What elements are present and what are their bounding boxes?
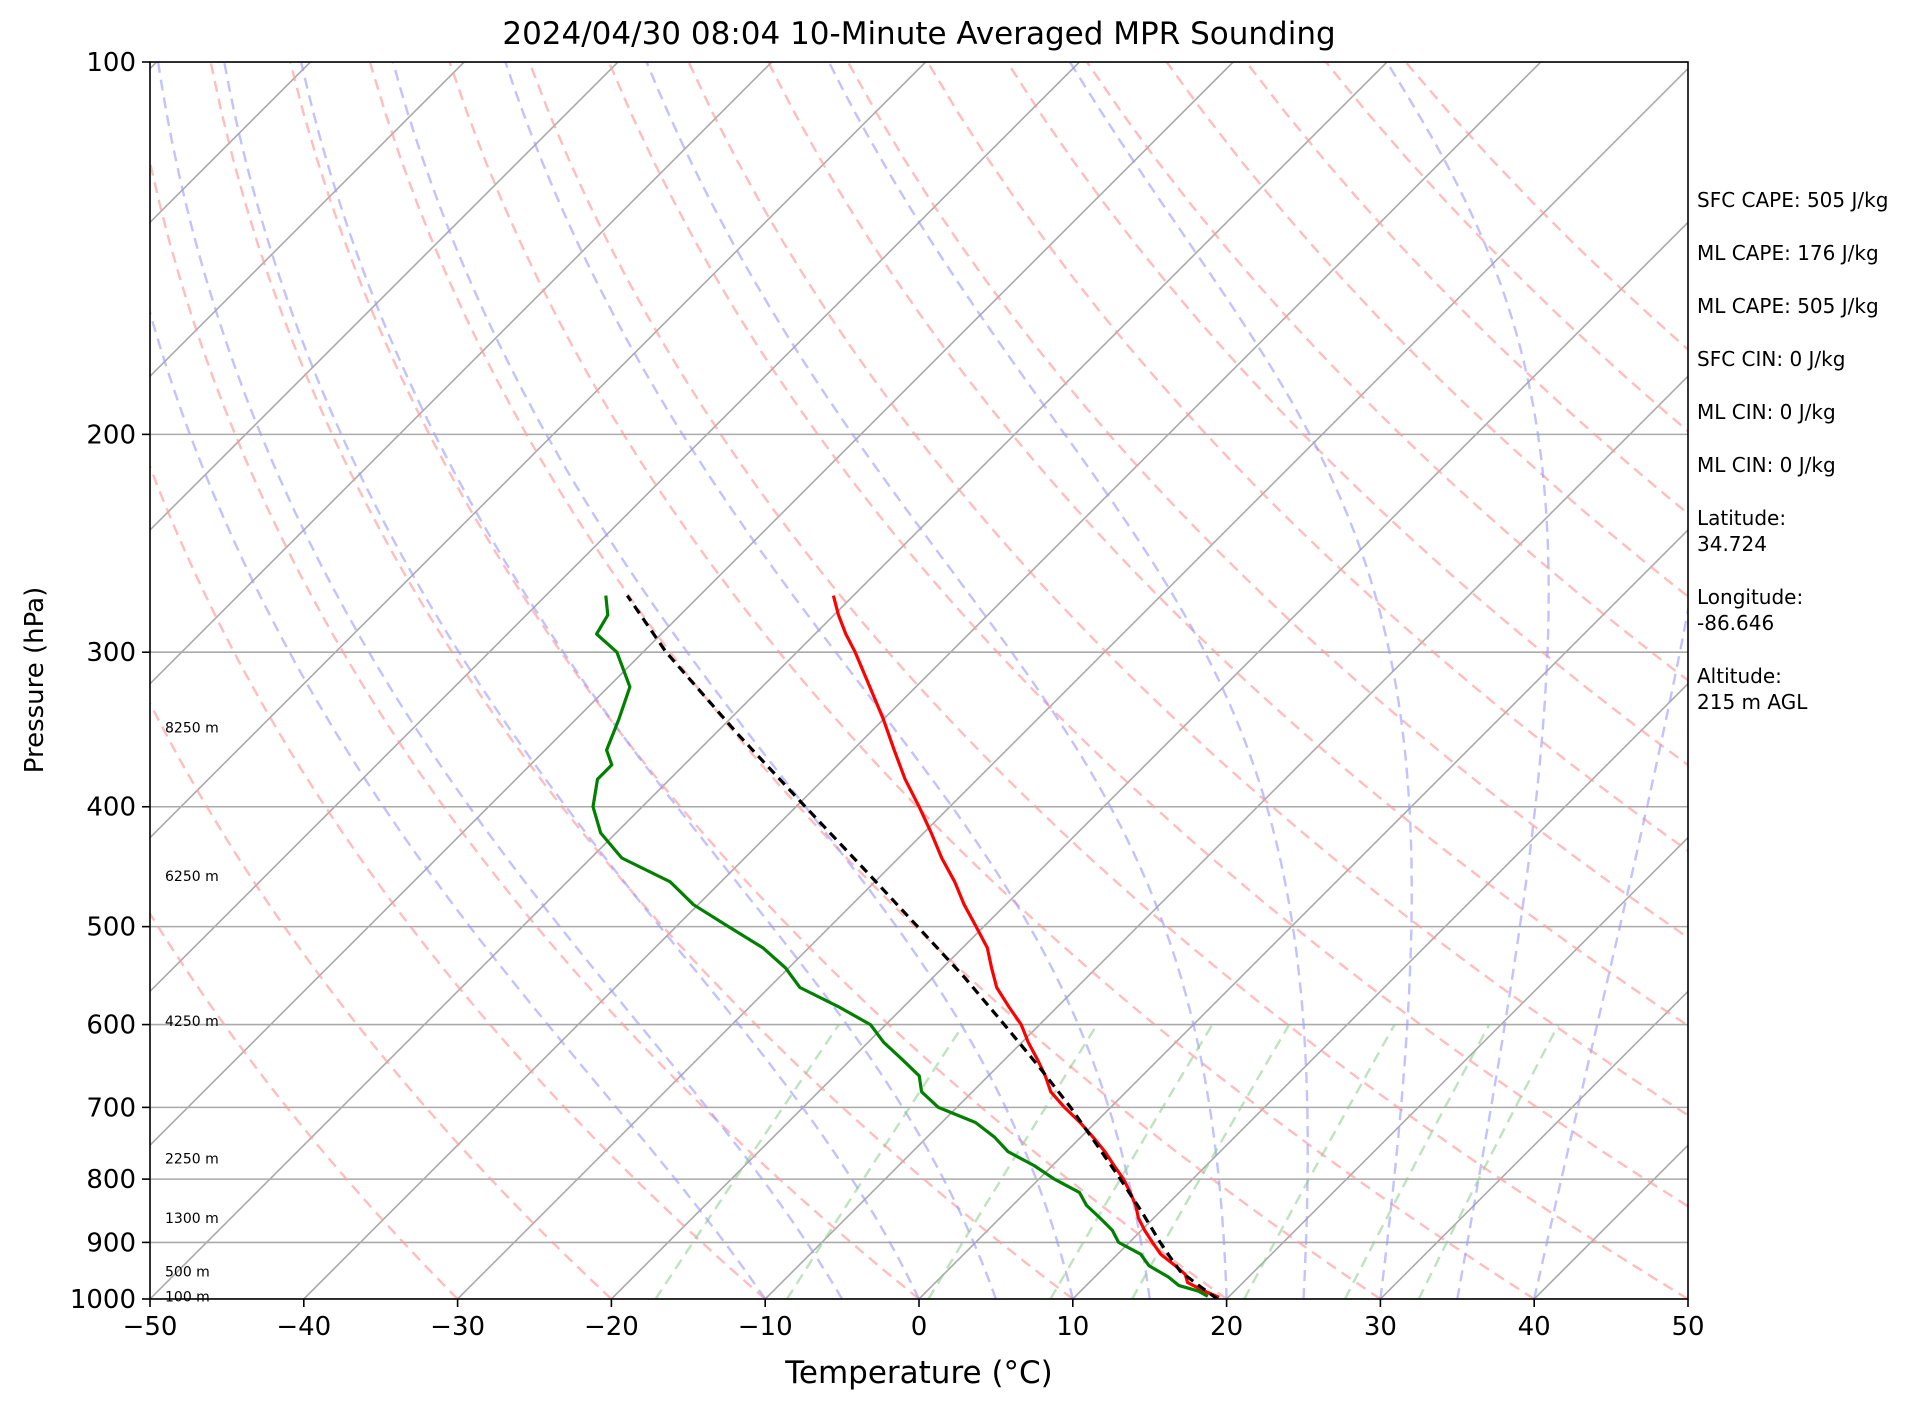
isotherm-line [1226,836,1688,1299]
dry-adiabat-line [150,911,459,1299]
isotherm-line [610,221,1688,1299]
y-tick-label: 400 [86,793,136,823]
isotherm-line [457,67,1688,1299]
axes: 100 m 500 m 1300 m 2250 m 4250 m 6250 m 8250 m… [70,48,1705,1342]
x-tick-label: 10 [1056,1312,1089,1342]
latitude-text: Latitude: 34.724 [1697,506,1787,556]
y-tick-label: 500 [86,913,136,943]
moist-adiabat-line [299,62,998,1299]
height-label: 500 m [165,1264,210,1280]
isotherm-line [150,62,773,685]
mixing-ratio-line [1417,1024,1560,1299]
mixing-ratio-line [654,1023,840,1299]
y-tick-label: 100 [86,48,136,78]
moist-adiabat-line [827,62,1309,1299]
x-tick-label: −50 [123,1312,178,1342]
isotherm-line [150,62,1388,1299]
sounding-indices-panel: SFC CAPE: 505 J/kg ML CAPE: 176 J/kg ML … [1697,187,1917,742]
y-tick-label: 300 [86,638,136,668]
x-axis-label: Temperature (°C) [784,1355,1053,1391]
ml-cin-text-2: ML CIN: 0 J/kg [1697,453,1836,477]
moist-adiabat-line [223,62,921,1299]
isotherm-line [150,62,1234,1147]
chart-title: 2024/04/30 08:04 10-Minute Averaged MPR … [502,16,1335,52]
y-tick-label: 1000 [70,1285,136,1315]
isotherm-line [764,375,1688,1299]
mixing-ratio-line [1343,1024,1491,1299]
x-tick-label: −30 [430,1312,485,1342]
dry-adiabat-line [150,463,766,1299]
sfc-cin-text: SFC CIN: 0 J/kg [1697,347,1846,371]
height-label: 100 m [165,1289,210,1305]
moist-adiabat-line [150,308,767,1299]
dry-adiabat-line [209,62,1074,1299]
isotherm-line [1072,682,1688,1299]
isotherm-line [918,528,1688,1299]
dry-adiabat-line [368,62,1382,1299]
isotherm-line [150,62,619,532]
y-tick-label: 600 [86,1011,136,1041]
isotherm-line [150,62,927,839]
y-tick-label: 900 [86,1228,136,1258]
moist-adiabat-line [1533,604,1688,1299]
temperature-profile-line [831,595,1220,1299]
plot-area [0,62,1688,1299]
dewpoint-profile-line [591,595,1209,1298]
ml-cape-text-2: ML CAPE: 505 J/kg [1697,294,1879,318]
moist-adiabat-line [1068,62,1413,1299]
height-label: 8250 m [165,720,219,736]
isotherm-line [1379,990,1688,1299]
dry-adiabat-line [528,62,1688,1299]
longitude-text: Longitude: -86.646 [1697,585,1804,635]
dry-adiabat-line [150,700,613,1299]
moist-adiabat-line [156,62,844,1299]
y-tick-label: 800 [86,1165,136,1195]
x-tick-label: 30 [1364,1312,1397,1342]
dry-adiabat-line [289,62,1228,1299]
altitude-text: Altitude: 215 m AGL [1697,664,1808,714]
dry-adiabat-line [607,62,1688,1208]
x-tick-label: 0 [911,1312,928,1342]
dry-adiabat-line [687,62,1688,1117]
mixing-ratio-line [1049,1023,1214,1299]
plot-frame [149,61,1689,1300]
dry-adiabat-line [150,157,920,1299]
isotherm-line [150,62,1080,993]
dry-adiabat-line [767,62,1688,1028]
mixing-ratio-line [1131,1023,1291,1299]
ml-cape-text: ML CAPE: 176 J/kg [1697,241,1879,265]
height-label: 6250 m [165,869,219,885]
x-tick-label: 20 [1210,1312,1243,1342]
sfc-cape-text: SFC CAPE: 505 J/kg [1697,188,1889,212]
moist-adiabat-line [1385,62,1550,1299]
height-label: 2250 m [165,1152,219,1168]
height-label: 4250 m [165,1014,219,1030]
x-tick-label: −10 [738,1312,793,1342]
y-axis-label: Pressure (hPa) [20,587,50,774]
isotherm-line [150,62,465,378]
mixing-ratio-line [927,1023,1099,1299]
y-tick-label: 700 [86,1093,136,1123]
y-tick-label: 200 [86,420,136,450]
isotherm-line [0,62,3,1299]
ml-cin-text: ML CIN: 0 J/kg [1697,400,1836,424]
dry-adiabat-line [1085,62,1688,682]
dry-adiabat-line [448,62,1535,1299]
moist-adiabat-line [504,62,1151,1299]
moist-adiabat-line [391,62,1074,1299]
x-tick-label: −40 [276,1312,331,1342]
height-label: 1300 m [165,1211,219,1227]
x-tick-label: 40 [1518,1312,1551,1342]
x-tick-label: −20 [584,1312,639,1342]
dry-adiabat-line [926,62,1688,853]
parcel-profile-line [625,594,1219,1299]
isotherm-line [303,62,1542,1299]
mixing-ratio-line [785,1023,965,1299]
moist-adiabat-line [645,62,1228,1299]
x-tick-label: 50 [1671,1312,1704,1342]
mixing-ratio-line [1243,1024,1396,1299]
dry-adiabat-line [846,62,1688,940]
